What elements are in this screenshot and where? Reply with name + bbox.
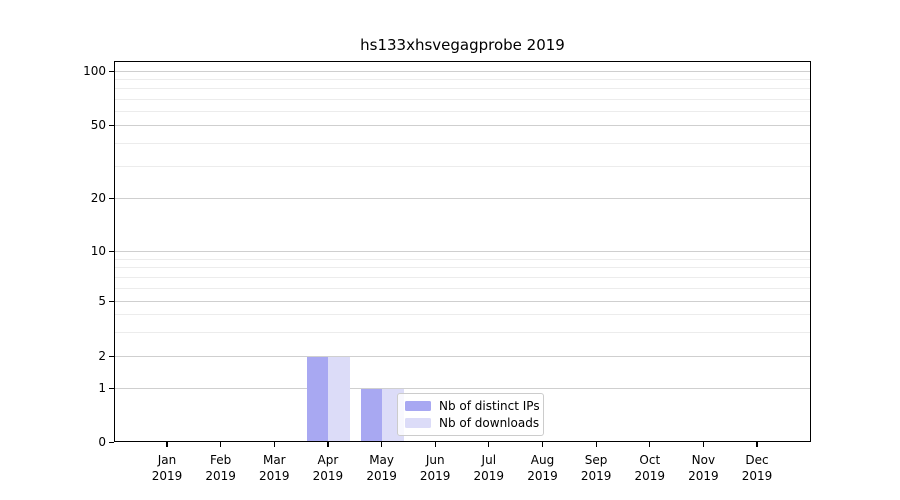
x-tick-label: Nov 2019 — [671, 452, 735, 484]
gridline-y-minor — [115, 79, 810, 81]
x-tick-year: 2019 — [205, 469, 236, 483]
legend-item-distinct-ips: Nb of distinct IPs — [405, 399, 540, 413]
y-tick-label: 2 — [98, 348, 106, 363]
x-tick-mark — [327, 442, 329, 447]
x-tick-label: May 2019 — [350, 452, 414, 484]
x-tick-mark — [273, 442, 275, 447]
x-tick-label: Jan 2019 — [135, 452, 199, 484]
x-tick-year: 2019 — [366, 469, 397, 483]
x-tick-label: Jun 2019 — [403, 452, 467, 484]
plot-area — [114, 61, 811, 442]
x-tick-mark — [220, 442, 222, 447]
x-tick-mark — [488, 442, 490, 447]
x-tick-mark — [595, 442, 597, 447]
x-tick-mark — [434, 442, 436, 447]
x-tick-year: 2019 — [741, 469, 773, 483]
x-tick-year: 2019 — [688, 469, 719, 483]
y-tick-label: 20 — [90, 190, 106, 205]
gridline-y-major — [115, 251, 810, 252]
y-tick-label: 10 — [90, 243, 106, 258]
bar-distinct-ips-apr — [306, 356, 329, 441]
gridline-y-major — [115, 301, 810, 302]
x-tick-mark — [756, 442, 758, 447]
y-tick-mark — [109, 387, 114, 389]
gridline-y-major — [115, 356, 810, 357]
y-tick-mark — [109, 124, 114, 126]
gridline-y-major — [115, 388, 810, 389]
x-tick-mark — [381, 442, 383, 447]
bar-downloads-apr — [328, 356, 350, 441]
x-tick-label: Apr 2019 — [296, 452, 360, 484]
y-tick-label: 0 — [98, 434, 106, 449]
bar-distinct-ips-may — [360, 388, 383, 441]
gridline-y-minor — [115, 276, 810, 278]
gridline-y-minor — [115, 98, 810, 100]
y-tick-mark — [109, 300, 114, 302]
x-tick-label: Jul 2019 — [457, 452, 521, 484]
legend-label-downloads: Nb of downloads — [439, 416, 540, 430]
x-tick-year: 2019 — [419, 469, 451, 483]
gridline-y-minor — [115, 331, 810, 333]
chart-title: hs133xhsvegagprobe 2019 — [360, 36, 565, 54]
y-tick-label: 5 — [98, 293, 106, 308]
x-tick-year: 2019 — [151, 469, 183, 483]
x-tick-label: Feb 2019 — [189, 452, 253, 484]
legend-swatch-downloads — [405, 418, 431, 428]
gridline-y-minor — [115, 165, 810, 167]
y-tick-mark — [109, 355, 114, 357]
y-tick-mark — [109, 441, 114, 443]
x-tick-mark — [702, 442, 705, 447]
y-tick-label: 1 — [98, 380, 106, 395]
x-tick-year: 2019 — [580, 469, 612, 483]
x-tick-year: 2019 — [527, 469, 558, 483]
x-tick-year: 2019 — [634, 469, 666, 483]
y-tick-mark — [109, 197, 114, 199]
gridline-y-minor — [115, 88, 810, 90]
y-tick-label: 100 — [83, 63, 106, 78]
gridline-y-minor — [115, 142, 810, 144]
gridline-y-major — [115, 198, 810, 199]
x-tick-label: Oct 2019 — [618, 452, 682, 484]
gridline-y-minor — [115, 110, 810, 112]
x-tick-mark — [541, 442, 544, 447]
gridline-y-minor — [115, 258, 810, 260]
legend-label-distinct-ips: Nb of distinct IPs — [439, 399, 540, 413]
x-tick-year: 2019 — [312, 469, 344, 483]
gridline-y-minor — [115, 314, 810, 316]
x-tick-mark — [649, 442, 651, 447]
gridline-y-minor — [115, 267, 810, 269]
legend-swatch-distinct-ips — [405, 401, 431, 411]
gridline-y-minor — [115, 287, 810, 289]
y-tick-mark — [109, 70, 114, 72]
gridline-y-major — [115, 125, 810, 126]
legend-item-downloads: Nb of downloads — [405, 416, 540, 430]
x-tick-label: Aug 2019 — [511, 452, 575, 484]
x-tick-label: Dec 2019 — [725, 452, 789, 484]
x-tick-year: 2019 — [259, 469, 290, 483]
y-tick-label: 50 — [90, 117, 106, 132]
x-tick-year: 2019 — [473, 469, 505, 483]
legend: Nb of distinct IPs Nb of downloads — [397, 393, 544, 436]
y-tick-mark — [109, 250, 114, 252]
gridline-y-major — [115, 71, 810, 72]
x-tick-mark — [166, 442, 168, 447]
x-tick-label: Mar 2019 — [242, 452, 306, 484]
x-tick-label: Sep 2019 — [564, 452, 628, 484]
